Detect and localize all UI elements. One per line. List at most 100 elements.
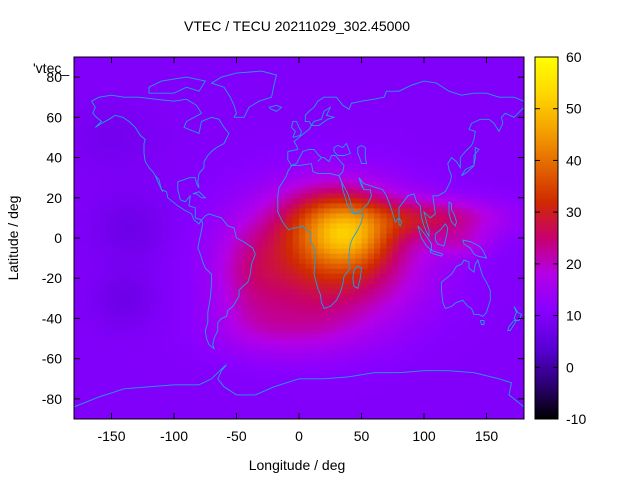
heatmap-cell: [486, 353, 494, 360]
heatmap-cell: [367, 363, 375, 370]
heatmap-cell: [199, 333, 206, 340]
heatmap-cell: [255, 263, 263, 269]
heatmap-cell: [211, 323, 219, 330]
heatmap-cell: [486, 348, 494, 355]
heatmap-cell: [330, 248, 338, 254]
heatmap-cell: [461, 268, 469, 274]
heatmap-cell: [180, 408, 188, 415]
heatmap-cell: [211, 182, 219, 189]
heatmap-cell: [99, 253, 106, 259]
heatmap-cell: [167, 127, 175, 134]
heatmap-cell: [311, 323, 319, 330]
heatmap-cell: [217, 273, 225, 279]
heatmap-cell: [355, 137, 363, 144]
heatmap-cell: [417, 248, 425, 254]
heatmap-cell: [380, 87, 388, 93]
heatmap-cell: [217, 67, 225, 73]
heatmap-cell: [211, 207, 219, 214]
heatmap-cell: [280, 72, 288, 78]
heatmap-cell: [374, 212, 381, 219]
heatmap-cell: [130, 378, 138, 385]
heatmap-cell: [236, 303, 244, 309]
heatmap-cell: [405, 232, 413, 239]
heatmap-cell: [492, 97, 500, 103]
heatmap-cell: [424, 363, 431, 370]
heatmap-cell: [236, 353, 244, 360]
heatmap-cell: [117, 388, 125, 395]
heatmap-cell: [474, 268, 481, 274]
heatmap-cell: [455, 92, 463, 98]
heatmap-cell: [149, 388, 156, 395]
heatmap-cell: [380, 328, 388, 335]
heatmap-cell: [230, 222, 238, 229]
heatmap-cell: [80, 388, 88, 395]
heatmap-cell: [317, 177, 325, 184]
heatmap-cell: [317, 57, 325, 63]
heatmap-cell: [111, 333, 119, 340]
heatmap-cell: [99, 368, 106, 375]
heatmap-cell: [374, 318, 381, 325]
heatmap-cell: [205, 107, 213, 113]
heatmap-cell: [142, 127, 150, 134]
heatmap-cell: [205, 72, 213, 78]
heatmap-cell: [211, 258, 219, 264]
heatmap-cell: [342, 318, 350, 325]
heatmap-cell: [299, 57, 306, 63]
heatmap-cell: [86, 77, 94, 83]
heatmap-cell: [386, 238, 394, 244]
heatmap-cell: [455, 253, 463, 259]
heatmap-cell: [449, 338, 456, 345]
heatmap-cell: [499, 288, 506, 294]
heatmap-cell: [217, 283, 225, 289]
heatmap-cell: [142, 197, 150, 204]
heatmap-cell: [311, 238, 319, 244]
heatmap-cell: [411, 298, 419, 304]
heatmap-cell: [249, 383, 256, 390]
heatmap-cell: [217, 298, 225, 304]
heatmap-cell: [111, 227, 119, 234]
heatmap-cell: [499, 227, 506, 234]
heatmap-cell: [449, 227, 456, 234]
heatmap-cell: [417, 268, 425, 274]
heatmap-cell: [124, 363, 131, 370]
heatmap-cell: [380, 127, 388, 134]
heatmap-cell: [474, 92, 481, 98]
heatmap-cell: [305, 152, 313, 159]
heatmap-cell: [467, 388, 475, 395]
heatmap-cell: [505, 413, 513, 419]
heatmap-cell: [286, 127, 294, 134]
heatmap-cell: [442, 162, 450, 169]
heatmap-cell: [86, 132, 94, 139]
heatmap-cell: [474, 338, 481, 345]
heatmap-cell: [261, 122, 269, 128]
heatmap-cell: [155, 358, 163, 365]
heatmap-cell: [274, 268, 281, 274]
heatmap-cell: [136, 323, 144, 330]
heatmap-cell: [499, 378, 506, 385]
heatmap-cell: [180, 288, 188, 294]
heatmap-cell: [461, 202, 469, 209]
heatmap-cell: [449, 152, 456, 159]
heatmap-cell: [186, 353, 194, 360]
heatmap-cell: [417, 177, 425, 184]
heatmap-cell: [292, 353, 300, 360]
heatmap-cell: [361, 192, 369, 199]
heatmap-cell: [430, 313, 438, 320]
heatmap-cell: [336, 408, 344, 415]
heatmap-cell: [367, 298, 375, 304]
heatmap-cell: [230, 82, 238, 88]
heatmap-cell: [355, 72, 363, 78]
heatmap-cell: [155, 258, 163, 264]
heatmap-cell: [261, 102, 269, 108]
heatmap-cell: [180, 147, 188, 154]
heatmap-cell: [111, 328, 119, 335]
heatmap-cell: [274, 288, 281, 294]
heatmap-cell: [342, 388, 350, 395]
heatmap-cell: [242, 253, 250, 259]
heatmap-cell: [280, 398, 288, 405]
heatmap-cell: [474, 388, 481, 395]
heatmap-cell: [167, 97, 175, 103]
heatmap-cell: [167, 243, 175, 249]
heatmap-cell: [336, 388, 344, 395]
heatmap-cell: [305, 283, 313, 289]
